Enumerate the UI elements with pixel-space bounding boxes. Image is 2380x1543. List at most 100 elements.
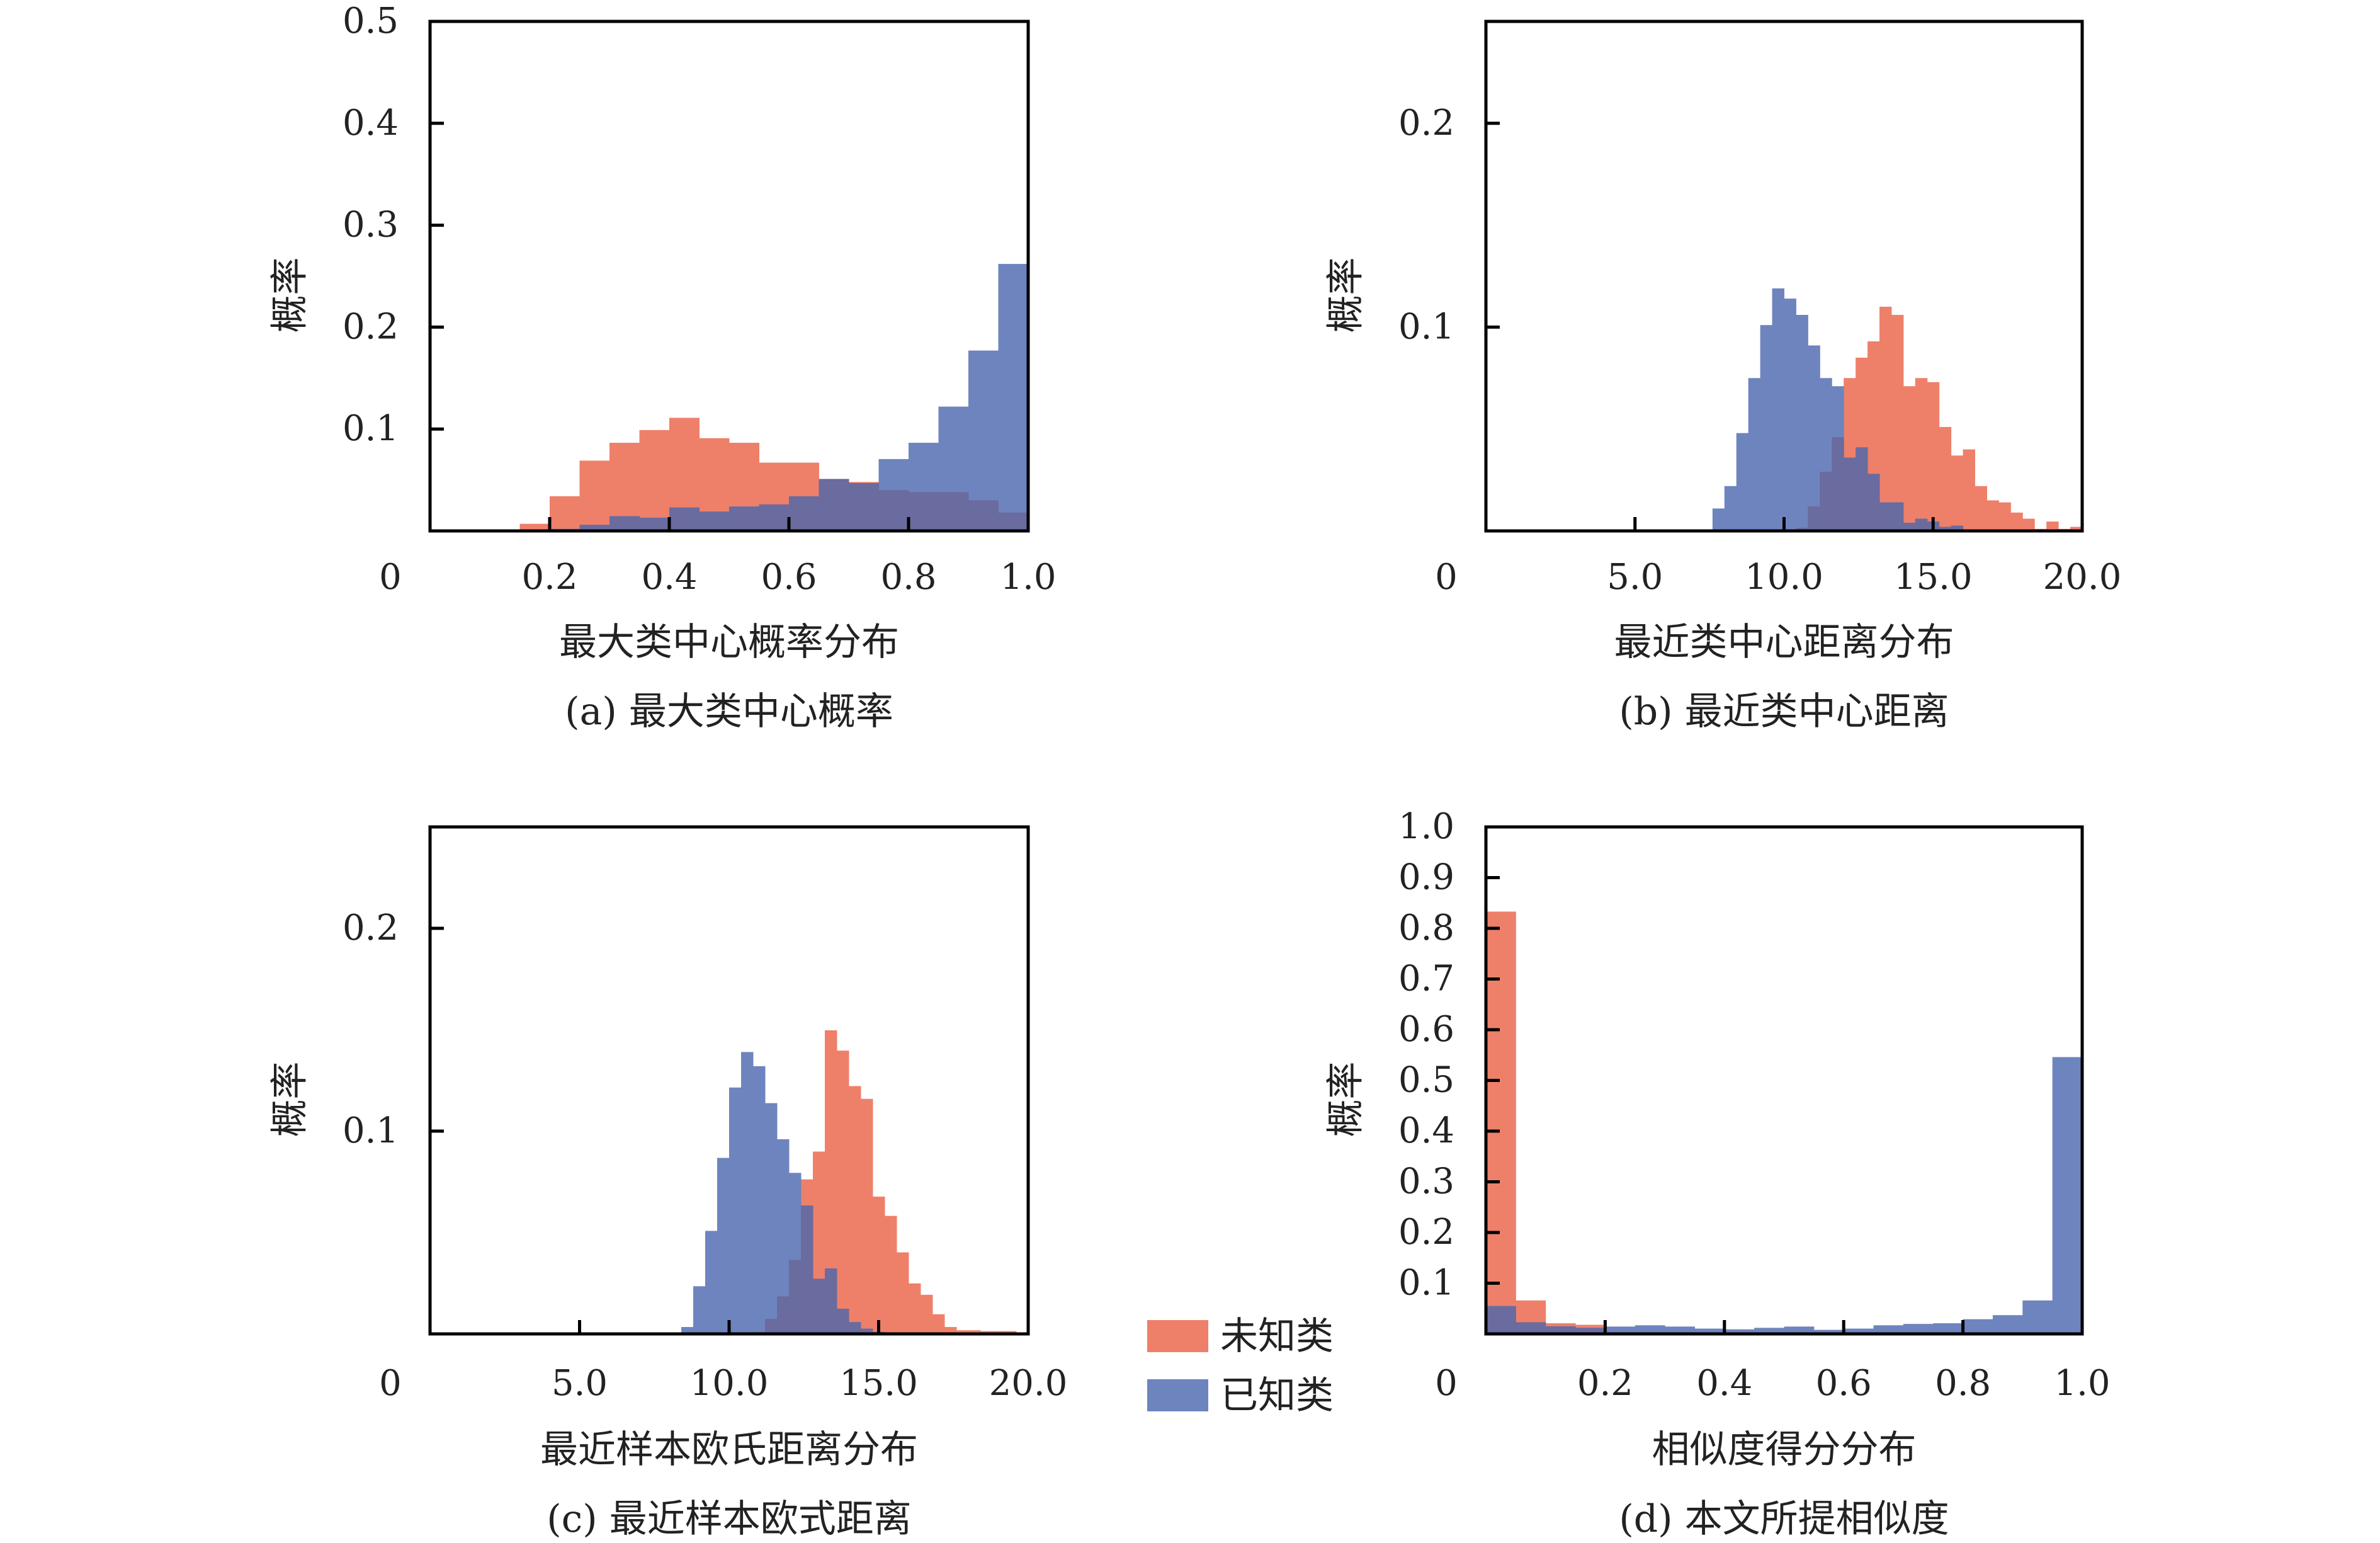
y-tick-label: 0.1 bbox=[343, 408, 399, 449]
x-tick-label: 15.0 bbox=[839, 1363, 918, 1404]
bar-known bbox=[1635, 1325, 1665, 1334]
bar-unknown bbox=[897, 1252, 909, 1334]
bar-overlap bbox=[837, 1309, 849, 1334]
x-tick-label: 0.8 bbox=[880, 557, 936, 598]
bar-known bbox=[717, 1158, 730, 1334]
bar-overlap bbox=[729, 506, 759, 531]
panel-caption: (a) 最大类中心概率 bbox=[565, 690, 893, 734]
bar-unknown bbox=[579, 460, 610, 531]
bar-unknown bbox=[861, 1098, 873, 1334]
bar-unknown bbox=[1939, 426, 1952, 531]
x-tick-label: 10.0 bbox=[1745, 557, 1823, 598]
bar-unknown bbox=[944, 1327, 957, 1334]
x-tick-label: 0.2 bbox=[1577, 1363, 1633, 1404]
bar-overlap bbox=[1939, 527, 1952, 531]
y-axis-label: 概率 bbox=[1324, 1062, 1368, 1137]
bar-overlap bbox=[909, 492, 939, 531]
bar-unknown bbox=[909, 1283, 921, 1334]
bar-known bbox=[1760, 325, 1773, 531]
bar-unknown bbox=[550, 496, 580, 531]
bar-known bbox=[1748, 378, 1761, 531]
bar-known bbox=[1736, 433, 1749, 531]
bar-known bbox=[998, 264, 1029, 531]
bar-unknown bbox=[2070, 527, 2083, 531]
bar-overlap bbox=[1879, 502, 1892, 531]
legend-swatch-known bbox=[1147, 1379, 1208, 1411]
bar-overlap bbox=[699, 511, 730, 531]
y-axis-label: 概率 bbox=[1324, 258, 1368, 333]
bar-known bbox=[1992, 1315, 2023, 1334]
bar-known bbox=[2052, 1057, 2083, 1334]
legend: 未知类 已知类 bbox=[1147, 1314, 1334, 1418]
x-tick-label: 20.0 bbox=[2043, 557, 2122, 598]
bar-overlap bbox=[579, 525, 610, 531]
legend-label-unknown: 未知类 bbox=[1220, 1314, 1334, 1358]
y-tick-label: 0.6 bbox=[1398, 1009, 1454, 1050]
axes-frame bbox=[1484, 825, 2084, 1336]
bar-unknown bbox=[837, 1050, 849, 1334]
bar-unknown bbox=[1927, 382, 1940, 531]
y-tick-label: 0.7 bbox=[1398, 959, 1454, 999]
y-tick-label: 0.1 bbox=[343, 1110, 399, 1151]
bar-known bbox=[1903, 1324, 1934, 1334]
bar-overlap bbox=[1575, 1328, 1606, 1334]
bar-known bbox=[1605, 1326, 1636, 1334]
bar-known bbox=[1665, 1326, 1695, 1334]
bar-overlap bbox=[801, 1205, 813, 1334]
bar-unknown bbox=[885, 1216, 897, 1334]
bar-known bbox=[741, 1052, 754, 1334]
bar-overlap bbox=[1844, 457, 1856, 531]
y-tick-label: 0.2 bbox=[1398, 103, 1454, 144]
y-axis-label: 概率 bbox=[268, 258, 312, 333]
bar-unknown bbox=[639, 430, 670, 531]
bar-overlap bbox=[861, 1328, 873, 1334]
bar-overlap bbox=[1820, 472, 1832, 531]
y-tick-label: 0.1 bbox=[1398, 306, 1454, 347]
y-tick-label: 0.2 bbox=[343, 908, 399, 948]
bar-overlap bbox=[819, 479, 849, 531]
bar-known bbox=[1963, 1319, 1993, 1334]
x-tick-label: 1.0 bbox=[2054, 1363, 2110, 1404]
bar-overlap bbox=[669, 507, 700, 531]
bar-known bbox=[1844, 1328, 1874, 1334]
bar-unknown bbox=[1879, 307, 1892, 531]
bar-known bbox=[1933, 1323, 1964, 1334]
y-tick-label: 0.9 bbox=[1398, 857, 1454, 898]
bar-unknown bbox=[1998, 502, 2011, 531]
bar-overlap bbox=[998, 512, 1029, 531]
bar-known bbox=[1724, 1329, 1755, 1334]
bar-overlap bbox=[1951, 525, 1964, 531]
bar-known bbox=[1712, 508, 1725, 531]
bar-overlap bbox=[878, 490, 909, 531]
bar-overlap bbox=[765, 1319, 778, 1334]
bar-overlap bbox=[609, 516, 640, 531]
bar-known bbox=[1772, 288, 1784, 531]
bar-overlap bbox=[813, 1278, 825, 1334]
bar-overlap bbox=[789, 1260, 802, 1334]
bar-overlap bbox=[1867, 474, 1880, 531]
bar-overlap bbox=[1891, 502, 1904, 531]
bar-overlap bbox=[825, 1268, 837, 1334]
x-tick-label: 0.6 bbox=[761, 557, 817, 598]
bar-known bbox=[753, 1066, 766, 1334]
x-tick-label: 1.0 bbox=[1000, 557, 1056, 598]
bar-unknown bbox=[2022, 518, 2035, 531]
bar-overlap bbox=[1545, 1326, 1576, 1334]
bar-known bbox=[729, 1087, 742, 1334]
x-tick-label: 5.0 bbox=[552, 1363, 608, 1404]
bar-known bbox=[1724, 486, 1737, 531]
x-axis-label: 最大类中心概率分布 bbox=[559, 620, 899, 664]
y-tick-label: 0.2 bbox=[1398, 1212, 1454, 1253]
x-tick-label: 15.0 bbox=[1894, 557, 1973, 598]
bar-known bbox=[777, 1139, 790, 1334]
bar-overlap bbox=[1808, 506, 1820, 531]
bar-overlap bbox=[639, 517, 670, 531]
x-axis-label: 最近类中心距离分布 bbox=[1614, 620, 1954, 664]
bar-overlap bbox=[1915, 518, 1928, 531]
y-axis-label: 概率 bbox=[268, 1062, 312, 1137]
origin-label: 0 bbox=[1435, 557, 1458, 598]
bar-unknown bbox=[1915, 378, 1928, 531]
